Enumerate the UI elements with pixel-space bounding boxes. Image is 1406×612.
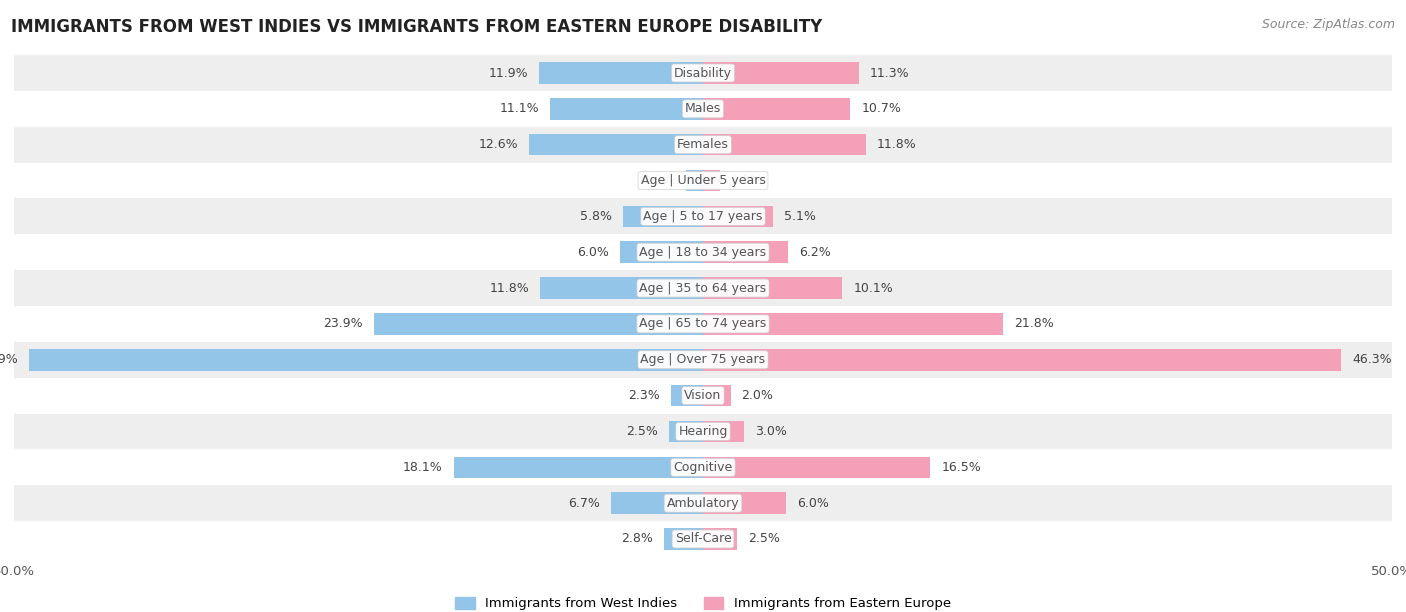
Bar [530, 134, 703, 155]
Text: Females: Females [678, 138, 728, 151]
Text: 6.7%: 6.7% [568, 497, 599, 510]
Bar [14, 521, 1392, 557]
Bar [14, 127, 1392, 163]
Legend: Immigrants from West Indies, Immigrants from Eastern Europe: Immigrants from West Indies, Immigrants … [450, 592, 956, 612]
Bar [669, 420, 703, 442]
Text: 6.0%: 6.0% [578, 246, 609, 259]
Text: 12.6%: 12.6% [478, 138, 519, 151]
Text: 11.3%: 11.3% [870, 67, 910, 80]
Bar [14, 449, 1392, 485]
Text: Hearing: Hearing [678, 425, 728, 438]
Text: 2.3%: 2.3% [628, 389, 661, 402]
Text: 16.5%: 16.5% [942, 461, 981, 474]
Text: Age | 65 to 74 years: Age | 65 to 74 years [640, 318, 766, 330]
Bar [665, 528, 703, 550]
Bar [538, 62, 703, 84]
Text: Age | 18 to 34 years: Age | 18 to 34 years [640, 246, 766, 259]
Text: 2.5%: 2.5% [626, 425, 658, 438]
Bar [30, 349, 703, 370]
Bar [703, 313, 1004, 335]
Bar [703, 493, 786, 514]
Text: 5.1%: 5.1% [785, 210, 815, 223]
Bar [703, 528, 738, 550]
Bar [703, 385, 731, 406]
Text: 10.7%: 10.7% [862, 102, 901, 115]
Bar [703, 457, 931, 478]
Bar [14, 342, 1392, 378]
Text: 21.8%: 21.8% [1014, 318, 1054, 330]
Bar [703, 242, 789, 263]
Bar [703, 62, 859, 84]
Text: 6.0%: 6.0% [797, 497, 828, 510]
Text: 10.1%: 10.1% [853, 282, 893, 294]
Text: 11.9%: 11.9% [488, 67, 529, 80]
Text: 11.8%: 11.8% [489, 282, 530, 294]
Bar [14, 234, 1392, 270]
Bar [703, 349, 1341, 370]
Text: IMMIGRANTS FROM WEST INDIES VS IMMIGRANTS FROM EASTERN EUROPE DISABILITY: IMMIGRANTS FROM WEST INDIES VS IMMIGRANT… [11, 18, 823, 36]
Bar [14, 55, 1392, 91]
Text: Age | Over 75 years: Age | Over 75 years [641, 353, 765, 366]
Text: 11.1%: 11.1% [499, 102, 538, 115]
Text: 1.2%: 1.2% [731, 174, 762, 187]
Bar [14, 198, 1392, 234]
Text: Source: ZipAtlas.com: Source: ZipAtlas.com [1261, 18, 1395, 31]
Bar [703, 170, 720, 192]
Bar [14, 163, 1392, 198]
Text: 5.8%: 5.8% [581, 210, 612, 223]
Text: 11.8%: 11.8% [876, 138, 917, 151]
Bar [703, 277, 842, 299]
Bar [540, 277, 703, 299]
Bar [14, 414, 1392, 449]
Bar [14, 270, 1392, 306]
Text: 48.9%: 48.9% [0, 353, 18, 366]
Bar [620, 242, 703, 263]
Text: 2.0%: 2.0% [741, 389, 773, 402]
Text: 2.5%: 2.5% [748, 532, 780, 545]
Text: 2.8%: 2.8% [621, 532, 654, 545]
Text: Age | Under 5 years: Age | Under 5 years [641, 174, 765, 187]
Bar [14, 378, 1392, 414]
Bar [703, 98, 851, 119]
Text: Vision: Vision [685, 389, 721, 402]
Bar [454, 457, 703, 478]
Text: Ambulatory: Ambulatory [666, 497, 740, 510]
Text: Disability: Disability [673, 67, 733, 80]
Text: Age | 35 to 64 years: Age | 35 to 64 years [640, 282, 766, 294]
Text: 23.9%: 23.9% [323, 318, 363, 330]
Text: Age | 5 to 17 years: Age | 5 to 17 years [644, 210, 762, 223]
Bar [610, 493, 703, 514]
Text: 18.1%: 18.1% [404, 461, 443, 474]
Bar [703, 134, 866, 155]
Text: 3.0%: 3.0% [755, 425, 787, 438]
Text: Males: Males [685, 102, 721, 115]
Text: Self-Care: Self-Care [675, 532, 731, 545]
Bar [686, 170, 703, 192]
Text: 1.2%: 1.2% [644, 174, 675, 187]
Bar [671, 385, 703, 406]
Text: 6.2%: 6.2% [800, 246, 831, 259]
Bar [550, 98, 703, 119]
Bar [703, 206, 773, 227]
Bar [374, 313, 703, 335]
Bar [14, 91, 1392, 127]
Text: Cognitive: Cognitive [673, 461, 733, 474]
Text: 46.3%: 46.3% [1353, 353, 1392, 366]
Bar [623, 206, 703, 227]
Bar [14, 306, 1392, 342]
Bar [703, 420, 744, 442]
Bar [14, 485, 1392, 521]
